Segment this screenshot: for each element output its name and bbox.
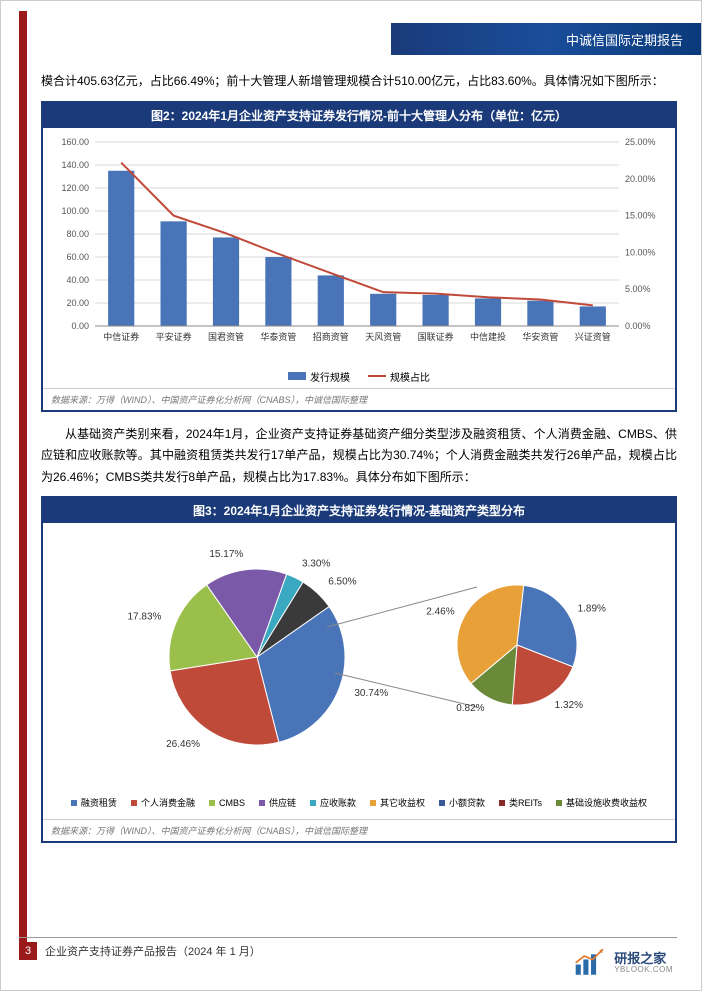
- watermark-icon: [574, 947, 608, 980]
- svg-text:60.00: 60.00: [66, 252, 89, 262]
- svg-text:3.30%: 3.30%: [302, 559, 330, 570]
- chart2-title: 图2：2024年1月企业资产支持证券发行情况-前十大管理人分布（单位：亿元）: [43, 103, 675, 128]
- svg-text:0.00%: 0.00%: [625, 321, 651, 331]
- chart2-legend-line: 规模占比: [368, 369, 430, 384]
- chart3-legend-item: 基础设施收费收益权: [556, 796, 647, 809]
- svg-text:中信证券: 中信证券: [103, 331, 139, 342]
- svg-text:中信建投: 中信建投: [470, 331, 506, 342]
- svg-text:160.00: 160.00: [61, 137, 89, 147]
- chart2-box: 图2：2024年1月企业资产支持证券发行情况-前十大管理人分布（单位：亿元） 0…: [41, 101, 677, 412]
- chart3-svg: 30.74% 26.46% 17.83% 15.17% 3.30% 6.50% 2.46% 1…: [47, 527, 667, 787]
- chart3-legend-item: 其它收益权: [370, 796, 425, 809]
- svg-text:0.82%: 0.82%: [456, 703, 484, 714]
- svg-text:15.00%: 15.00%: [625, 210, 656, 220]
- header-band: 中诚信国际定期报告: [391, 23, 701, 55]
- intro-paragraph: 模合计405.63亿元，占比66.49%；前十大管理人新增管理规模合计510.0…: [41, 71, 677, 93]
- watermark-cn: 研报之家: [614, 952, 673, 966]
- svg-text:0.00: 0.00: [71, 321, 89, 331]
- chart3-body: 30.74% 26.46% 17.83% 15.17% 3.30% 6.50% 2.46% 1…: [43, 523, 675, 819]
- chart3-legend-item: CMBS: [209, 796, 245, 809]
- svg-text:100.00: 100.00: [61, 206, 89, 216]
- svg-text:国联证券: 国联证券: [418, 331, 454, 342]
- svg-text:2.46%: 2.46%: [426, 607, 454, 618]
- svg-text:30.74%: 30.74%: [354, 688, 388, 699]
- chart3-legend: 融资租赁 个人消费金融 CMBS 供应链 应收账款 其它收益权 小额贷款 类RE…: [47, 790, 671, 815]
- svg-text:国君资管: 国君资管: [208, 331, 244, 342]
- watermark: 研报之家 YBLOOK.COM: [574, 947, 673, 980]
- svg-text:平安证券: 平安证券: [156, 331, 192, 342]
- chart3-box: 图3：2024年1月企业资产支持证券发行情况-基础资产类型分布 30.74% 26…: [41, 496, 677, 843]
- watermark-text: 研报之家 YBLOOK.COM: [614, 952, 673, 975]
- left-accent-bar: [19, 11, 27, 951]
- chart2-body: 0.00 20.00 40.00 60.00 80.00 100.00 120.00 140.…: [43, 128, 675, 388]
- chart3-legend-item: 个人消费金融: [131, 796, 195, 809]
- svg-text:1.32%: 1.32%: [555, 700, 583, 711]
- content-area: 模合计405.63亿元，占比66.49%；前十大管理人新增管理规模合计510.0…: [41, 71, 677, 855]
- svg-text:兴证资管: 兴证资管: [575, 331, 611, 342]
- chart3-source: 数据来源：万得（WIND）、中国资产证券化分析网（CNABS），中诚信国际整理: [43, 819, 675, 841]
- svg-text:华泰资管: 华泰资管: [260, 331, 296, 342]
- chart3-legend-item: 融资租赁: [71, 796, 117, 809]
- svg-text:15.17%: 15.17%: [209, 549, 243, 560]
- page: 中诚信国际定期报告 模合计405.63亿元，占比66.49%；前十大管理人新增管…: [0, 0, 702, 991]
- svg-text:20.00: 20.00: [66, 298, 89, 308]
- svg-text:25.00%: 25.00%: [625, 137, 656, 147]
- svg-text:10.00%: 10.00%: [625, 247, 656, 257]
- mid-paragraph: 从基础资产类别来看，2024年1月，企业资产支持证券基础资产细分类型涉及融资租赁…: [41, 424, 677, 489]
- chart2-source: 数据来源：万得（WIND）、中国资产证券化分析网（CNABS），中诚信国际整理: [43, 388, 675, 410]
- footer-rule: [19, 937, 677, 938]
- svg-text:1.89%: 1.89%: [578, 604, 606, 615]
- svg-text:140.00: 140.00: [61, 160, 89, 170]
- svg-text:20.00%: 20.00%: [625, 173, 656, 183]
- chart3-legend-item: 应收账款: [310, 796, 356, 809]
- svg-text:120.00: 120.00: [61, 183, 89, 193]
- chart3-legend-item: 供应链: [259, 796, 296, 809]
- chart2-legend-bar: 发行规模: [288, 369, 350, 384]
- svg-text:华安资管: 华安资管: [522, 331, 558, 342]
- svg-text:招商资管: 招商资管: [313, 331, 349, 342]
- svg-text:40.00: 40.00: [66, 275, 89, 285]
- svg-text:6.50%: 6.50%: [328, 577, 356, 588]
- chart3-title: 图3：2024年1月企业资产支持证券发行情况-基础资产类型分布: [43, 498, 675, 523]
- chart3-legend-item: 类REITs: [499, 796, 542, 809]
- svg-text:17.83%: 17.83%: [128, 612, 162, 623]
- watermark-en: YBLOOK.COM: [614, 966, 673, 975]
- svg-text:5.00%: 5.00%: [625, 284, 651, 294]
- chart2-svg: 0.00 20.00 40.00 60.00 80.00 100.00 120.00 140.…: [47, 132, 667, 362]
- svg-text:天风资管: 天风资管: [365, 331, 401, 342]
- brand-title: 中诚信国际定期报告: [566, 30, 683, 49]
- page-number: 3: [19, 942, 37, 960]
- chart3-legend-item: 小额贷款: [439, 796, 485, 809]
- chart2-legend: 发行规模 规模占比: [47, 369, 671, 384]
- svg-text:80.00: 80.00: [66, 229, 89, 239]
- svg-text:26.46%: 26.46%: [166, 739, 200, 750]
- footer-title: 企业资产支持证券产品报告（2024 年 1 月）: [45, 943, 261, 959]
